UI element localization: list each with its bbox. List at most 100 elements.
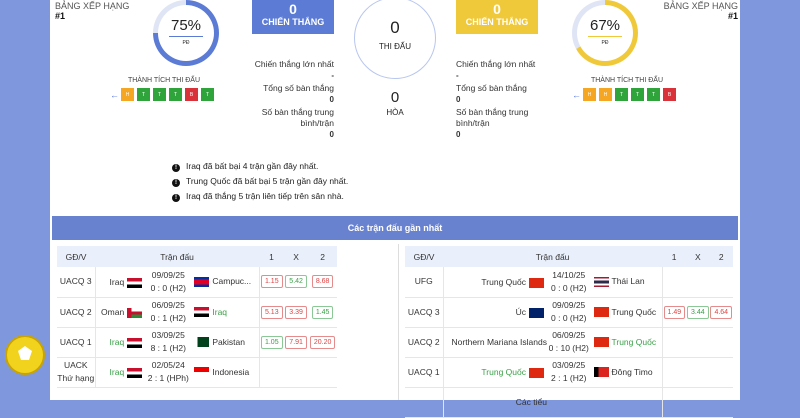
home-team[interactable]: Iraq (95, 357, 146, 388)
match-info[interactable]: 03/09/25 2 : 1 (H2) (546, 357, 591, 388)
match-info[interactable]: 14/10/25 0 : 0 (H2) (546, 267, 591, 298)
team-name: Iraq (212, 306, 228, 317)
away-team[interactable]: Indonesia (191, 357, 260, 388)
competition: UACK Thứ hạng (57, 357, 96, 388)
away-team[interactable]: Pakistan (191, 327, 260, 358)
home-team[interactable]: Trung Quốc (443, 267, 547, 298)
stat-item: Tổng số bàn thắng 0 (456, 83, 540, 105)
away-team[interactable]: Đông Timo (590, 357, 663, 388)
flag-icon (127, 277, 143, 288)
match-info[interactable]: 02/05/24 2 : 1 (HPh) (145, 357, 192, 388)
form-result: T (137, 88, 150, 101)
flag-icon (593, 277, 609, 288)
odds-button[interactable]: 1.49 (663, 305, 686, 319)
stat-value: - (331, 71, 334, 80)
flag-icon (194, 337, 210, 348)
team-name: Indonesia (212, 366, 250, 377)
odds-cell: 4.64 (709, 297, 733, 328)
competition: UACQ 1 (57, 327, 96, 358)
info-line: ! Iraq đã bất bại 4 trận gần đây nhất. (172, 161, 318, 172)
table-row[interactable]: UACQ 3 Iraq 09/09/25 0 : 0 (H2) Campuc...… (57, 267, 337, 298)
away-stats: Chiến thắng lớn nhất - Tổng số bàn thắng 0 S… (456, 59, 540, 142)
home-team[interactable]: Trung Quốc (443, 357, 547, 388)
empty-odds (661, 357, 687, 388)
away-team[interactable]: Campuc... (191, 267, 260, 298)
odds-cell: 5.42 (283, 267, 309, 298)
away-team[interactable]: Trung Quốc (590, 327, 663, 358)
odds-cell: 8.68 (308, 267, 337, 298)
team-name: Campuc... (212, 276, 252, 287)
info-icon: ! (172, 194, 180, 202)
away-team[interactable]: Trung Quốc (590, 297, 663, 328)
stat-label: Số bàn thắng trung bình/trận (456, 107, 529, 128)
match-info[interactable]: 03/09/25 8 : 1 (H2) (145, 327, 192, 358)
form-result: T (615, 88, 628, 101)
match-info[interactable]: 09/09/25 0 : 0 (H2) (145, 267, 192, 298)
away-rank: BẢNG XẾP HẠNG #1 (664, 1, 738, 21)
odds-button[interactable]: 8.68 (311, 275, 334, 289)
match-info[interactable]: 06/09/25 0 : 1 (H2) (145, 297, 192, 328)
odds-button[interactable]: 5.42 (285, 275, 307, 289)
home-team[interactable]: Oman (95, 297, 146, 328)
wins-count: 0 (493, 1, 501, 17)
col-oddx: X (686, 246, 710, 267)
match-date: 03/09/25 (151, 330, 185, 340)
odds-button[interactable]: 1.05 (260, 335, 283, 349)
match-score: 0 : 0 (H2) (551, 313, 587, 323)
match-score: 2 : 1 (H2) (551, 373, 587, 383)
flag-icon (593, 367, 609, 378)
empty-odds (283, 357, 309, 388)
odds-button[interactable]: 4.64 (710, 305, 733, 319)
win-percent: 75% (169, 17, 203, 37)
team-name: Iraq (109, 367, 125, 377)
info-text: Iraq đã thắng 5 trận liên tiếp trên sân … (186, 191, 344, 201)
odds-button[interactable]: 3.39 (285, 305, 307, 319)
rank-label: BẢNG XẾP HẠNG (663, 1, 738, 11)
match-score: 2 : 1 (HPh) (147, 373, 189, 383)
home-team[interactable]: Iraq (95, 327, 146, 358)
played-circle: 0 THI ĐẤU (354, 0, 436, 79)
odds-button[interactable]: 3.44 (686, 305, 709, 319)
stat-item: Tổng số bàn thắng 0 (250, 83, 334, 105)
table-row[interactable]: UACK Thứ hạng Iraq 02/05/24 2 : 1 (HPh) I… (57, 357, 337, 388)
competition (405, 387, 444, 418)
draws-label: HÒA (386, 108, 404, 117)
draws: 0 HÒA (375, 89, 415, 117)
team-name: Trung Quốc (481, 276, 526, 287)
empty-odds (686, 267, 710, 298)
competition: UACQ 1 (405, 357, 444, 388)
match-date: 06/09/25 (151, 300, 185, 310)
team-name: Các tiểu (515, 397, 547, 407)
odds-button[interactable]: 1.15 (260, 275, 283, 289)
table-row[interactable]: UACQ 2 Northern Mariana Islands 06/09/25… (405, 327, 733, 358)
odds-button[interactable]: 1.45 (311, 305, 334, 319)
table-row[interactable]: Các tiểu (405, 387, 733, 418)
home-recent-table: GĐ/V Trận đấu 1 X 2 UACQ 3 Iraq 09/09/25 0 : 0… (57, 246, 337, 388)
team-name: Oman (101, 307, 125, 317)
table-row[interactable]: UACQ 1 Trung Quốc 03/09/25 2 : 1 (H2) Đôn… (405, 357, 733, 388)
home-team[interactable]: Úc (443, 297, 547, 328)
table-row[interactable]: UACQ 1 Iraq 03/09/25 8 : 1 (H2) Pakistan 1… (57, 327, 337, 358)
away-team[interactable]: Thái Lan (590, 267, 663, 298)
home-team[interactable]: Các tiểu (443, 387, 547, 418)
table-row[interactable]: UFG Trung Quốc 14/10/25 0 : 0 (H2) Thái L… (405, 267, 733, 298)
win-percent: 67% (588, 17, 622, 37)
flag-icon (528, 367, 544, 378)
stat-label: Chiến thắng lớn nhất (456, 59, 536, 69)
match-info[interactable] (546, 387, 591, 418)
table-row[interactable]: UACQ 3 Úc 09/09/25 0 : 0 (H2) Trung Quốc 1… (405, 297, 733, 328)
match-info[interactable]: 06/09/25 0 : 10 (H2) (546, 327, 591, 358)
odds-button[interactable]: 7.91 (285, 335, 307, 349)
empty-odds (709, 387, 733, 418)
odds-button[interactable]: 20.20 (309, 335, 336, 349)
home-team[interactable]: Northern Mariana Islands (443, 327, 547, 358)
table-row[interactable]: UACQ 2 Oman 06/09/25 0 : 1 (H2) Iraq 5.13 3… (57, 297, 337, 328)
away-team[interactable]: Iraq (191, 297, 260, 328)
odds-button[interactable]: 5.13 (260, 305, 283, 319)
home-team[interactable]: Iraq (95, 267, 146, 298)
match-score: 0 : 10 (H2) (548, 343, 589, 353)
match-info[interactable]: 09/09/25 0 : 0 (H2) (546, 297, 591, 328)
stat-item: Số bàn thắng trung bình/trận 0 (250, 107, 334, 140)
away-team[interactable] (590, 387, 663, 418)
odds-cell: 3.44 (686, 297, 710, 328)
